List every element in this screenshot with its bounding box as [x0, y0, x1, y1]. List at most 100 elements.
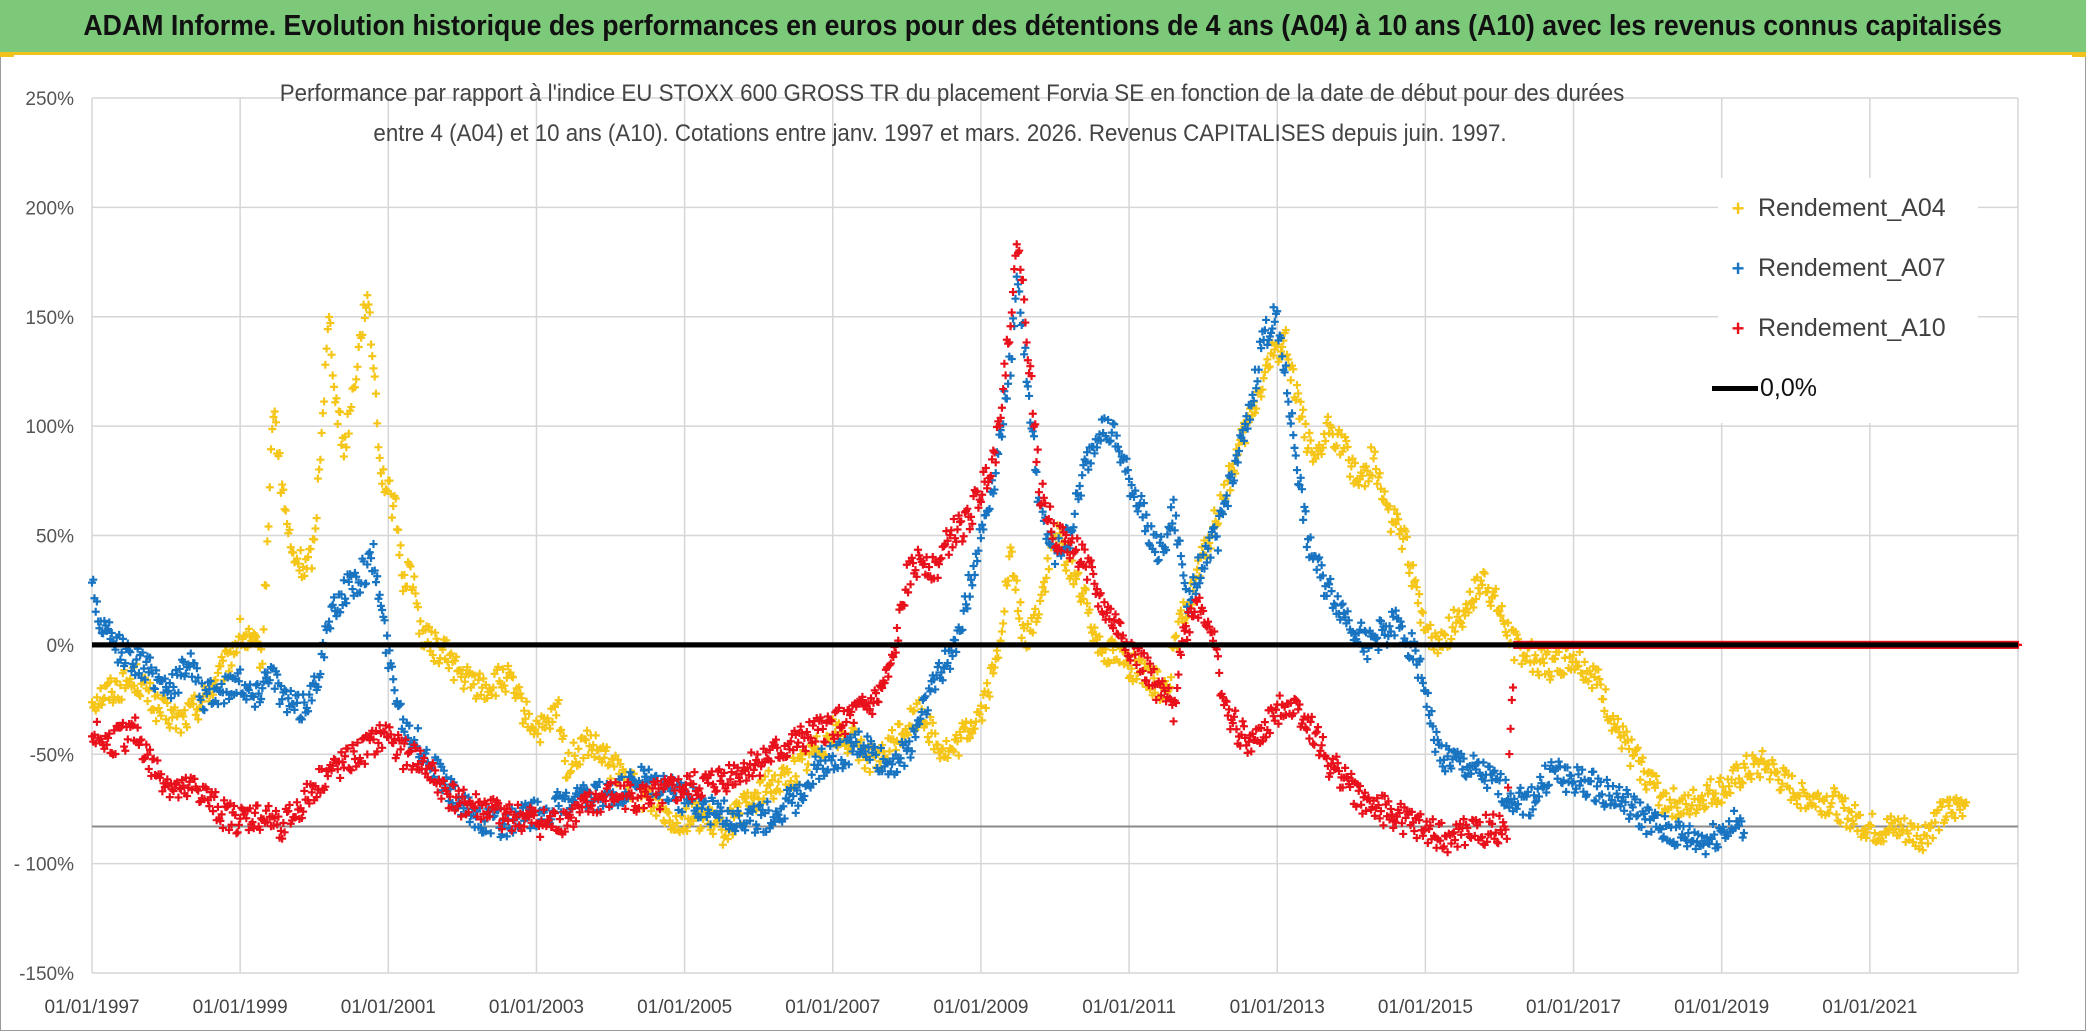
data-point	[326, 319, 335, 328]
data-point	[1641, 780, 1650, 789]
data-point	[1464, 608, 1473, 617]
data-point	[265, 483, 274, 492]
data-point	[391, 494, 400, 503]
data-point	[1390, 505, 1399, 514]
data-point	[280, 505, 289, 514]
data-point	[170, 703, 179, 712]
data-point	[116, 681, 125, 690]
data-point	[1495, 607, 1504, 616]
data-point	[911, 733, 920, 742]
data-point	[1304, 444, 1313, 453]
data-point	[374, 594, 383, 603]
data-point	[668, 821, 677, 830]
data-point	[362, 579, 371, 588]
data-point	[1226, 486, 1235, 495]
data-point	[1395, 529, 1404, 538]
data-point	[1362, 462, 1371, 471]
grid-lines	[91, 97, 2019, 974]
x-tick-label: 01/01/2013	[1230, 997, 1325, 1018]
data-point	[1004, 576, 1013, 585]
data-point	[944, 550, 953, 559]
data-point	[1044, 565, 1053, 574]
data-point	[997, 627, 1006, 636]
data-point	[764, 766, 773, 775]
data-point	[269, 412, 278, 421]
data-point	[186, 649, 195, 658]
data-point	[310, 535, 319, 544]
data-point	[1020, 295, 1029, 304]
data-point	[913, 545, 922, 554]
data-point	[378, 606, 387, 614]
data-point	[1444, 613, 1453, 622]
data-point	[306, 544, 315, 553]
data-point	[1007, 547, 1016, 556]
data-point	[1928, 834, 1937, 843]
data-point	[1318, 443, 1327, 452]
data-point	[1265, 362, 1274, 371]
data-point	[1334, 425, 1343, 434]
data-point	[1836, 818, 1845, 827]
data-point	[1002, 394, 1011, 403]
data-point	[1034, 488, 1043, 497]
data-point	[106, 674, 115, 683]
data-point	[1479, 758, 1488, 767]
data-point	[1176, 606, 1185, 615]
data-point	[765, 780, 774, 789]
data-point	[1479, 568, 1488, 577]
data-point	[892, 623, 901, 632]
data-point	[1538, 654, 1547, 663]
data-point	[1560, 653, 1569, 662]
data-point	[971, 717, 980, 726]
data-point	[1811, 802, 1820, 811]
data-point	[928, 718, 937, 727]
data-point	[1626, 761, 1635, 770]
data-point	[1360, 482, 1369, 491]
data-point	[1013, 607, 1022, 616]
data-point	[1069, 580, 1078, 589]
data-point	[390, 686, 399, 695]
data-point	[1418, 608, 1427, 617]
data-point	[504, 662, 513, 671]
data-point	[1584, 677, 1593, 686]
data-point	[1171, 511, 1180, 520]
data-point	[1781, 766, 1790, 775]
data-point	[552, 711, 561, 720]
data-point	[91, 607, 100, 616]
data-point	[120, 742, 129, 751]
data-point	[279, 485, 288, 494]
data-point	[820, 751, 829, 760]
data-point	[1033, 445, 1042, 454]
data-point	[1169, 717, 1178, 726]
data-point	[1522, 652, 1531, 661]
data-point	[1448, 623, 1457, 632]
data-point	[1296, 397, 1305, 406]
data-point	[1312, 565, 1321, 574]
y-tick-label: -50%	[30, 745, 74, 766]
data-point	[567, 767, 576, 776]
data-point	[564, 748, 573, 757]
data-point	[327, 350, 336, 359]
data-point	[1006, 543, 1015, 552]
data-point	[268, 425, 277, 434]
data-point	[613, 755, 622, 764]
data-point	[1021, 343, 1030, 352]
data-point	[1521, 656, 1530, 665]
data-point	[1788, 771, 1797, 780]
data-point	[965, 734, 974, 742]
data-point	[304, 553, 313, 562]
data-point	[589, 741, 598, 750]
data-point	[406, 562, 415, 571]
chart-legend: + Rendement_A04 + Rendement_A07 + Rendem…	[1712, 178, 1978, 423]
data-point	[1030, 432, 1039, 441]
data-point	[1333, 592, 1342, 601]
y-tick-label: 0%	[47, 636, 75, 657]
data-point	[379, 465, 388, 474]
data-point	[1494, 790, 1503, 799]
data-point	[506, 668, 515, 677]
data-point	[849, 718, 858, 727]
data-point	[696, 824, 705, 833]
data-point	[1544, 667, 1553, 676]
x-tick-label: 01/01/2019	[1674, 997, 1769, 1018]
data-point	[1085, 605, 1094, 614]
data-point	[997, 403, 1006, 412]
